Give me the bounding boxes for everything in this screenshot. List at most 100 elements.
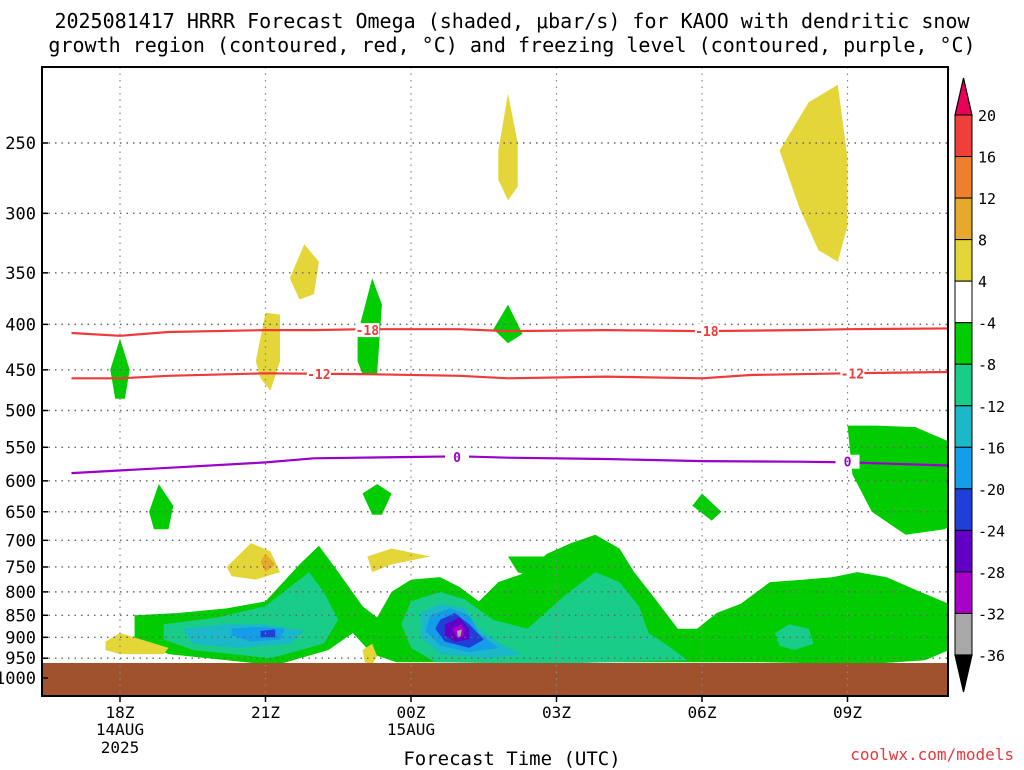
colorbar-label: 16 <box>978 149 996 167</box>
shaded-omega-regions <box>105 84 948 666</box>
x-tick-label: 09Z <box>833 703 862 722</box>
sink_yellow_2 <box>779 84 848 262</box>
colorbar-swatch <box>954 280 973 324</box>
sink_yellow_1 <box>498 93 518 201</box>
colorbar-label: -28 <box>978 564 1005 582</box>
colorbar-swatch <box>954 322 973 365</box>
contour-label: 0 <box>844 456 852 471</box>
colorbar-label: -32 <box>978 605 1005 623</box>
y-tick-label: 600 <box>5 472 36 492</box>
east_upper_green <box>847 425 948 535</box>
patch_green_2 <box>149 484 174 530</box>
contour-label-bg <box>355 323 380 338</box>
colorbar-label: 4 <box>978 273 987 291</box>
colorbar-bottom-arrow <box>954 654 973 693</box>
colorbar-swatch <box>954 239 973 282</box>
contour-label-bg <box>840 366 865 381</box>
y-tick-label: 400 <box>5 315 36 335</box>
credit-text: coolwx.com/models <box>850 745 1014 764</box>
contour-label: -18 <box>356 324 380 339</box>
y-tick-label: 1000 <box>0 669 36 689</box>
x-tick-year: 2025 <box>101 738 140 757</box>
terrain-fill <box>42 663 948 696</box>
colorbar-swatch <box>954 446 973 490</box>
colorbar-swatch <box>954 405 973 448</box>
colorbar-swatch <box>954 612 973 656</box>
y-tick-label: 650 <box>5 503 36 523</box>
contour-label-bg <box>835 454 860 469</box>
sink_yellow_3 <box>289 244 319 300</box>
y-tick-label: 550 <box>5 438 36 458</box>
colorbar-swatch <box>954 114 973 158</box>
colorbar-top-arrow <box>954 77 973 116</box>
patch_green_1 <box>110 338 130 399</box>
contour-dgz_cold <box>71 327 948 337</box>
y-tick-label: 700 <box>5 531 36 551</box>
terrain-ground <box>42 663 948 696</box>
y-tick-label: 950 <box>5 649 36 669</box>
patch_green_6 <box>692 493 722 521</box>
chart-title-line-1: 2025081417 HRRR Forecast Omega (shaded, … <box>54 9 970 33</box>
x-tick-date: 14AUG <box>96 720 144 739</box>
contour-label-bg <box>306 367 331 382</box>
rising_band_green <box>134 534 948 666</box>
y-tick-label: 800 <box>5 583 36 603</box>
plot-frame <box>41 66 949 697</box>
colorbar-label: -12 <box>978 398 1005 416</box>
x-tick-label: 06Z <box>688 703 717 722</box>
y-tick-label: 750 <box>5 558 36 578</box>
contour-label-bg <box>445 449 470 464</box>
contour-freezing_level <box>71 455 948 475</box>
y-axis: 2503003504004505005506006507007508008509… <box>0 134 48 689</box>
colorbar-label: -8 <box>978 356 996 374</box>
contour-label: 0 <box>453 451 461 466</box>
y-tick-label: 500 <box>5 402 36 422</box>
colorbar-swatch <box>954 156 973 199</box>
colorbar-swatch <box>954 529 973 573</box>
chart-title-line-2: growth region (contoured, red, °C) and f… <box>48 33 976 57</box>
sink_yellow_7 <box>105 633 169 655</box>
contour-label-bg <box>694 324 719 339</box>
rising_band_gray_e <box>457 629 462 637</box>
colorbar-label: -36 <box>978 647 1005 665</box>
x-tick-label: 03Z <box>542 703 571 722</box>
patch_green_7 <box>508 556 576 585</box>
colorbar-label: 8 <box>978 232 987 250</box>
colorbar-label: -24 <box>978 522 1005 540</box>
colorbar-label: -20 <box>978 481 1005 499</box>
rising_band_navy_w <box>260 629 276 638</box>
y-tick-label: 900 <box>5 628 36 648</box>
colorbar-label: -4 <box>978 315 996 333</box>
y-tick-label: 250 <box>5 134 36 154</box>
y-tick-label: 300 <box>5 204 36 224</box>
colorbar-label: 12 <box>978 190 996 208</box>
contour-label: -18 <box>695 325 719 340</box>
y-tick-label: 350 <box>5 264 36 284</box>
colorbar-swatch <box>954 488 973 531</box>
colorbar: 20 16 12 8 4 -4 -8 -12 -16 -20 -24 -28 -32 -36 <box>954 77 1005 693</box>
colorbar-swatch <box>954 571 973 614</box>
x-tick-label: 21Z <box>251 703 280 722</box>
y-tick-label: 850 <box>5 606 36 626</box>
colorbar-swatch <box>954 363 973 407</box>
contour-label: -12 <box>841 367 864 382</box>
patch_green_4 <box>362 484 392 515</box>
contour-dgz_warm <box>71 370 948 380</box>
patch_green_5 <box>493 304 523 344</box>
sink_yellow_4 <box>255 312 280 391</box>
colorbar-label: -16 <box>978 439 1005 457</box>
x-tick-label: 00Z <box>397 703 426 722</box>
x-axis-title: Forecast Time (UTC) <box>403 748 621 770</box>
contour-label: -12 <box>307 368 330 383</box>
sink_yellow_8 <box>362 643 378 665</box>
sink_yellow_6 <box>367 548 431 573</box>
colorbar-label: 20 <box>978 107 996 125</box>
x-tick-date: 15AUG <box>387 720 435 739</box>
patch_teal_east <box>774 624 814 650</box>
grid-lines <box>42 67 948 696</box>
temperature-contours: -18 -18 -12 -12 0 0 <box>71 323 948 475</box>
colorbar-swatch <box>954 197 973 241</box>
y-tick-label: 450 <box>5 361 36 381</box>
